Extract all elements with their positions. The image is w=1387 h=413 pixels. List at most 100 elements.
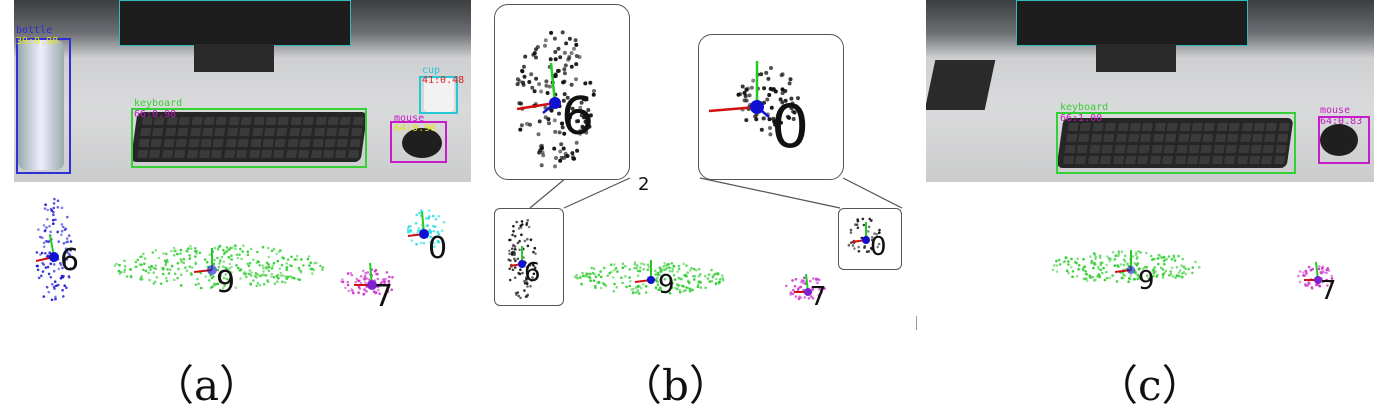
cloud-point (44, 252, 47, 255)
cloud-point (167, 272, 171, 275)
inset-box-cup (838, 208, 902, 270)
cloud-point (37, 276, 41, 280)
cloud-point (517, 101, 522, 106)
cloud-point (769, 105, 774, 110)
cloud-point (1180, 264, 1183, 267)
object-id-0: 0 (428, 231, 448, 266)
cloud-point (1150, 275, 1153, 278)
axes-keyboard (193, 248, 217, 275)
cloud-point (1052, 264, 1056, 267)
cloud-point (295, 254, 299, 258)
cloud-point (248, 269, 252, 272)
cloud-point (803, 296, 807, 299)
cloud-point (685, 274, 688, 278)
cloud-point (275, 252, 279, 256)
panel-c: keyboard 66:1.00 mouse 64:0.83 9 7 (926, 0, 1374, 340)
cloud-point (529, 284, 532, 288)
cloud-point (410, 239, 414, 242)
cloud-point (557, 111, 561, 116)
cloud-point (61, 288, 64, 292)
cloud-keyboard (113, 244, 325, 290)
cloud-point (361, 269, 365, 273)
cloud-point (798, 286, 802, 289)
detection-box-mouse (390, 121, 447, 163)
cloud-point (35, 264, 39, 268)
cloud-point (275, 280, 279, 283)
cloud-point (1168, 274, 1171, 277)
cloud-point (516, 241, 520, 245)
cloud-point (512, 250, 515, 254)
cloud-point (592, 267, 596, 271)
object-id-c-7: 7 (1320, 276, 1337, 306)
cloud-point (1063, 259, 1067, 263)
cloud-point (164, 259, 167, 263)
cloud-point (166, 268, 169, 271)
cloud-point (562, 71, 567, 76)
cloud-point (797, 297, 801, 301)
cloud-point (123, 259, 126, 263)
cloud-point (1161, 273, 1165, 276)
cloud-point (682, 289, 685, 293)
cloud-point (636, 274, 640, 278)
cloud-point (521, 80, 525, 85)
cloud-point (118, 263, 121, 267)
cloud-point (585, 274, 589, 278)
cloud-point (1149, 254, 1153, 258)
cloud-point (586, 108, 591, 112)
cloud-point (876, 245, 879, 249)
cloud-point (511, 233, 514, 237)
cloud-point (235, 264, 238, 267)
cloud-point (1174, 276, 1177, 279)
cloud-point (697, 283, 700, 286)
cloud-point (125, 275, 129, 278)
cloud-point (223, 284, 226, 287)
cloud-point (1149, 280, 1153, 284)
cloud-point (390, 288, 394, 292)
cloud-point (250, 271, 253, 274)
cloud-point (189, 247, 193, 250)
cloud-point (54, 284, 58, 288)
cloud-point (644, 285, 648, 288)
cloud-point (1122, 276, 1125, 280)
cloud-point (559, 155, 564, 160)
cloud-point (344, 286, 347, 290)
cloud-point (52, 222, 55, 225)
cloud-point (817, 278, 821, 282)
cloud-point (346, 272, 350, 275)
cloud-point (276, 259, 280, 263)
cloud-point (366, 277, 369, 280)
cloud-point (655, 276, 659, 280)
cloud-point (677, 284, 680, 288)
cloud-point (1096, 275, 1099, 278)
cloud-point (1111, 250, 1115, 254)
cloud-point (295, 258, 299, 261)
cloud-point (222, 265, 225, 268)
cloud-point (1075, 274, 1079, 278)
cloud-point (796, 96, 800, 101)
cloud-point (267, 246, 270, 250)
cloud-point (569, 64, 574, 69)
cloud-point (866, 230, 870, 233)
scene-photo-c: keyboard 66:1.00 mouse 64:0.83 (926, 0, 1374, 182)
cloud-point (1182, 271, 1186, 274)
cloud-point (623, 265, 627, 268)
cloud-point (523, 279, 526, 283)
cloud-point (785, 284, 788, 288)
cloud-point (281, 280, 284, 284)
cloud-point (35, 251, 39, 254)
cloud-point (136, 258, 140, 262)
cloud-point (56, 205, 60, 209)
cloud-point (576, 119, 581, 124)
cloud-point (521, 223, 524, 226)
cloud-point (534, 55, 538, 60)
cloud-point (642, 263, 646, 266)
detection-score-keyboard-c: 66:1.00 (1060, 113, 1103, 124)
cloud-point (743, 93, 748, 98)
cloud-point (628, 268, 632, 271)
cloud-point (350, 288, 353, 291)
cloud-point (48, 251, 51, 255)
cloud-point (56, 199, 60, 203)
cloud-point (291, 276, 294, 280)
cloud-point (297, 266, 301, 270)
cloud-point (698, 272, 702, 276)
